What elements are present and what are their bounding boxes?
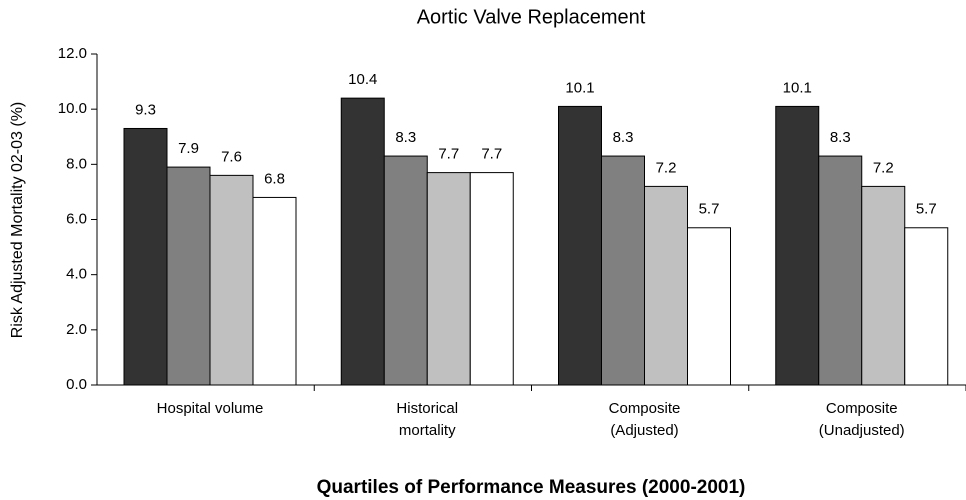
- bar: [166, 166, 211, 386]
- y-tick-label: 10.0: [58, 100, 87, 117]
- data-label: 10.1: [783, 79, 812, 96]
- y-tick-label: 0.0: [66, 376, 87, 393]
- data-label: 7.2: [656, 159, 677, 176]
- data-label: 10.4: [348, 71, 377, 88]
- bar: [601, 155, 645, 386]
- data-label: 10.1: [565, 79, 594, 96]
- bar: [209, 174, 254, 386]
- chart-title: Aortic Valve Replacement: [417, 6, 646, 28]
- y-axis-title: Risk Adjusted Mortality 02-03 (%): [9, 102, 26, 339]
- data-label: 7.6: [221, 148, 242, 165]
- bar: [861, 185, 906, 386]
- bar: [383, 155, 428, 386]
- bar: [904, 227, 949, 386]
- bar: [426, 172, 471, 386]
- y-tick-label: 8.0: [66, 155, 87, 172]
- x-axis-title: Quartiles of Performance Measures (2000-…: [317, 477, 746, 498]
- x-tick-label: Hospital volume: [156, 400, 264, 417]
- y-tick-label: 4.0: [66, 266, 87, 283]
- bar: [775, 105, 820, 386]
- bar: [644, 185, 688, 386]
- y-tick-label: 2.0: [66, 321, 87, 338]
- bar: [340, 97, 385, 386]
- data-label: 8.3: [395, 129, 416, 146]
- x-tick-label: Composite (Adjusted): [608, 400, 681, 439]
- x-tick-label: Composite (Unadjusted): [818, 400, 905, 439]
- data-label: 6.8: [264, 170, 285, 187]
- y-tick-label: 6.0: [66, 210, 87, 227]
- data-label: 7.9: [178, 140, 199, 157]
- bar: [558, 105, 602, 386]
- data-label: 5.7: [916, 201, 937, 218]
- data-label: 8.3: [613, 129, 634, 146]
- data-label: 7.7: [438, 146, 459, 163]
- data-label: 8.3: [830, 129, 851, 146]
- bar: [252, 196, 297, 386]
- bar: [687, 227, 731, 386]
- x-tick-label: Historical mortality: [396, 400, 459, 439]
- y-tick-label: 12.0: [58, 45, 87, 62]
- data-label: 7.7: [481, 146, 502, 163]
- data-label: 9.3: [135, 101, 156, 118]
- bar: [818, 155, 863, 386]
- data-label: 7.2: [873, 159, 894, 176]
- bar: [123, 127, 168, 386]
- data-label: 5.7: [699, 201, 720, 218]
- bar: [469, 172, 514, 386]
